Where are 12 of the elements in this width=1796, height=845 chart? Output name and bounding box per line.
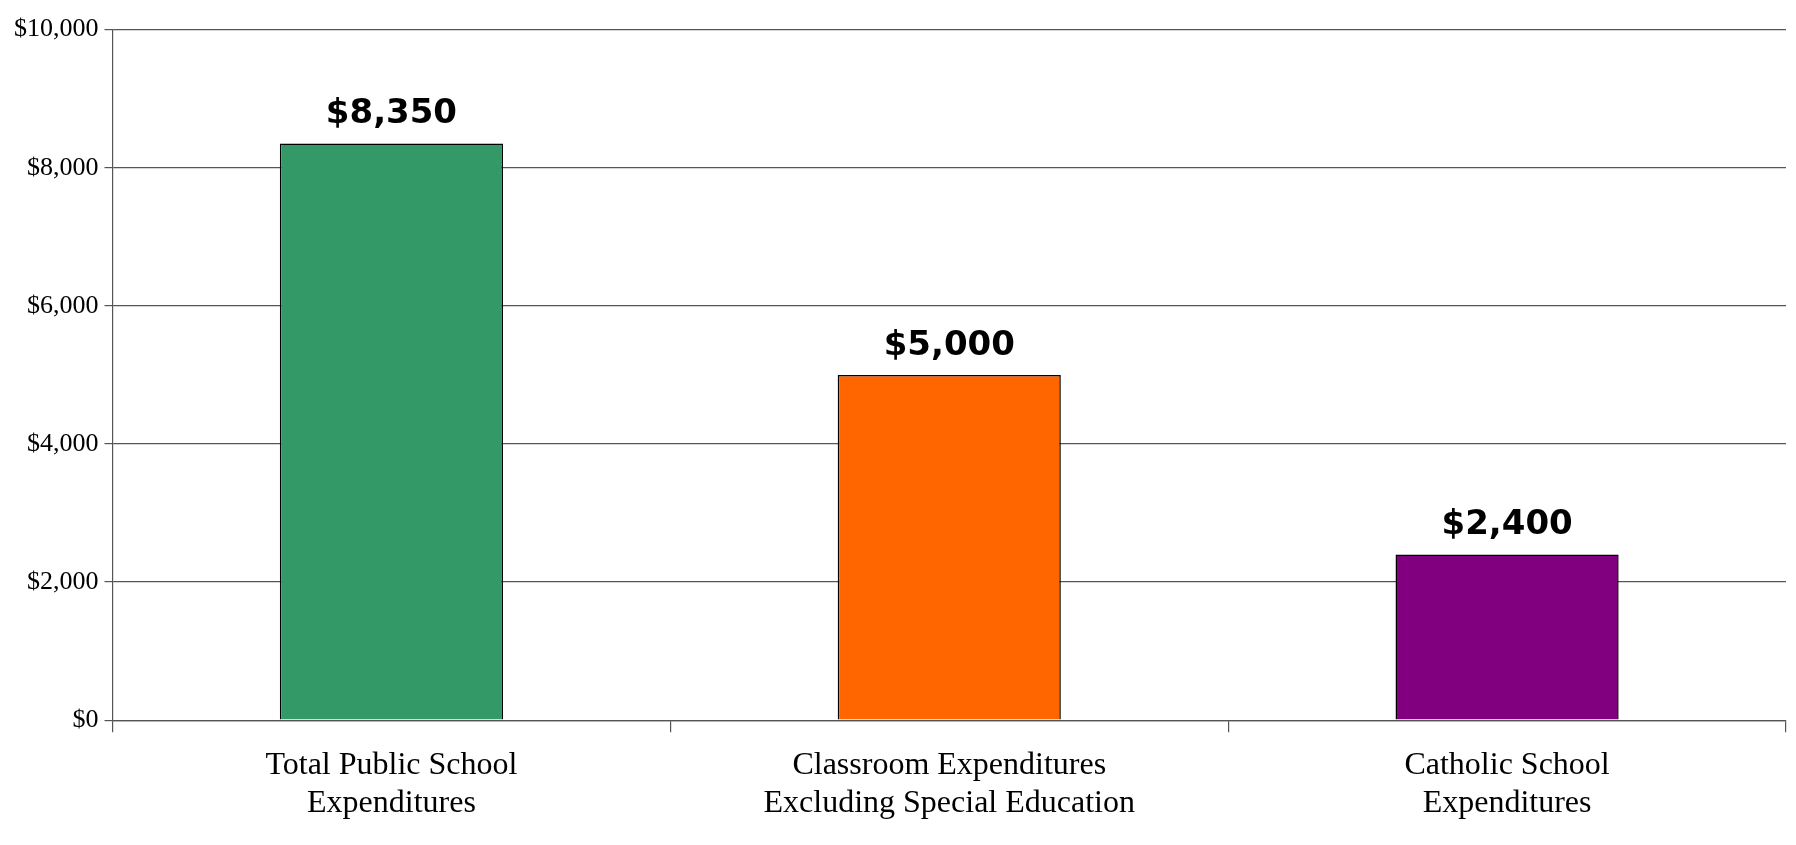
y-tick-label: $2,000 — [27, 565, 99, 595]
y-tick-label: $0 — [72, 704, 99, 734]
x-tick-label: Total Public School Expenditures — [265, 744, 518, 820]
y-tick-label: $8,000 — [27, 151, 99, 181]
data-label: $2,400 — [1441, 502, 1573, 543]
x-tick-label: Catholic School Expenditures — [1404, 744, 1610, 820]
y-tick-label: $6,000 — [27, 289, 99, 319]
data-label: $8,350 — [325, 91, 458, 132]
y-tick-label: $10,000 — [14, 13, 99, 43]
y-tick-label: $4,000 — [27, 427, 99, 457]
x-tick-label: Classroom Expenditures Excluding Special Education — [763, 744, 1135, 820]
data-label: $5,000 — [883, 322, 1015, 363]
